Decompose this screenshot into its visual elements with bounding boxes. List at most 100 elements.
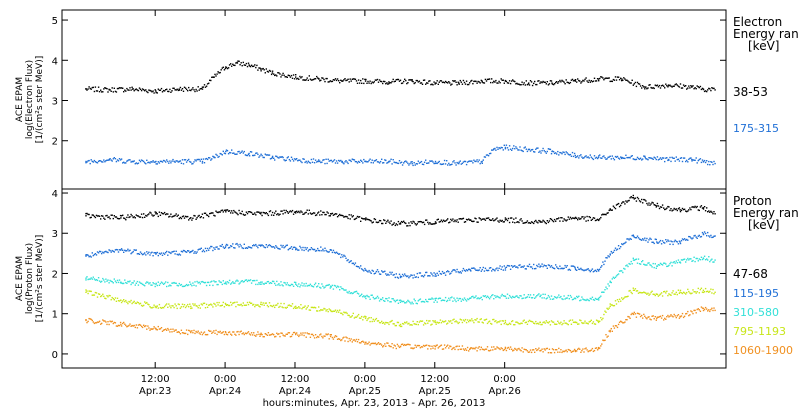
data-point — [542, 265, 544, 268]
data-point — [166, 329, 168, 331]
data-point — [488, 267, 491, 269]
data-point — [460, 272, 462, 274]
series-point — [364, 160, 367, 163]
data-point — [371, 342, 373, 345]
data-point — [618, 321, 621, 323]
data-point — [384, 343, 386, 345]
data-point — [265, 244, 267, 246]
data-point — [127, 89, 129, 91]
data-point — [160, 160, 163, 163]
data-point — [260, 70, 262, 72]
data-point — [709, 260, 711, 263]
data-point — [326, 77, 328, 80]
data-point — [613, 206, 616, 209]
data-point — [439, 319, 442, 321]
data-point — [412, 80, 414, 83]
data-point — [298, 306, 300, 308]
data-point — [517, 149, 519, 151]
data-point — [577, 155, 579, 157]
data-point — [199, 216, 201, 219]
data-point — [509, 346, 512, 348]
data-point — [612, 205, 615, 207]
data-point — [455, 81, 457, 83]
data-point — [468, 218, 470, 220]
data-point — [388, 344, 390, 347]
data-point — [154, 211, 156, 213]
data-point — [618, 79, 621, 81]
data-point — [138, 281, 141, 283]
series-point — [656, 241, 658, 243]
data-point — [382, 271, 384, 273]
data-point — [423, 322, 426, 324]
data-point — [255, 304, 257, 306]
data-point — [231, 245, 233, 248]
data-point — [654, 84, 656, 86]
data-point — [533, 294, 535, 296]
data-point — [598, 346, 600, 349]
data-point — [623, 157, 625, 159]
data-point — [141, 253, 144, 256]
data-point — [97, 252, 100, 254]
data-point — [255, 335, 257, 337]
data-point — [475, 269, 477, 271]
data-point — [572, 298, 575, 300]
data-point — [700, 306, 703, 308]
data-point — [713, 87, 715, 90]
data-point — [419, 161, 422, 164]
data-point — [189, 160, 191, 163]
data-point — [398, 223, 401, 225]
data-point — [679, 289, 682, 292]
data-point — [364, 315, 366, 317]
data-point — [291, 158, 294, 160]
data-point — [419, 272, 422, 274]
data-point — [215, 305, 217, 307]
data-point — [396, 78, 399, 81]
data-point — [336, 216, 339, 218]
data-point — [288, 284, 291, 287]
data-point — [492, 268, 494, 270]
series-point — [493, 148, 495, 151]
data-point — [87, 278, 89, 281]
data-point — [636, 196, 639, 199]
data-point — [143, 89, 145, 91]
series-point — [155, 283, 157, 285]
data-point — [609, 155, 611, 157]
data-point — [550, 218, 553, 221]
data-point — [590, 80, 592, 82]
data-point — [414, 223, 416, 225]
data-point — [605, 334, 607, 336]
data-point — [463, 297, 466, 299]
data-point — [460, 319, 462, 321]
data-point — [122, 322, 124, 325]
data-point — [578, 79, 580, 82]
data-point — [297, 334, 299, 336]
data-point — [593, 299, 596, 301]
data-point — [442, 321, 445, 323]
data-point — [91, 319, 93, 322]
data-point — [636, 290, 639, 292]
data-point — [351, 315, 353, 317]
data-point — [483, 270, 486, 272]
data-point — [659, 293, 662, 295]
data-point — [482, 218, 484, 220]
data-point — [491, 219, 493, 221]
data-point — [639, 157, 642, 159]
data-point — [562, 220, 564, 222]
data-point — [601, 157, 603, 159]
data-point — [342, 337, 344, 339]
data-point — [435, 297, 437, 299]
data-point — [135, 302, 137, 305]
data-point — [299, 334, 301, 336]
data-point — [275, 284, 277, 286]
data-point — [307, 284, 309, 287]
data-point — [238, 333, 240, 336]
data-point — [706, 308, 708, 310]
data-point — [669, 293, 671, 296]
data-point — [258, 156, 260, 158]
data-point — [124, 323, 126, 325]
data-point — [144, 301, 146, 303]
series-point — [504, 347, 507, 350]
series-point — [574, 154, 576, 157]
data-point — [535, 148, 537, 150]
data-point — [568, 320, 570, 322]
